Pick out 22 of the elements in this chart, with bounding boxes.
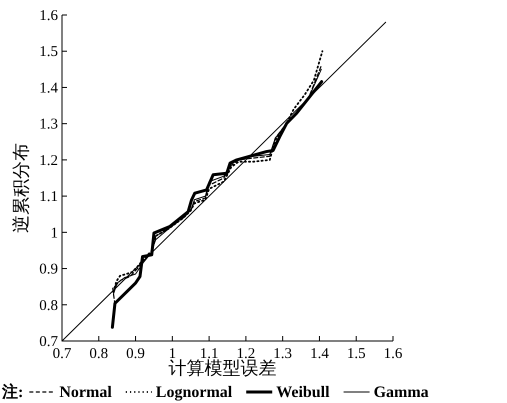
x-tick-label: 0.8 — [89, 346, 108, 362]
y-tick-label: 0.8 — [39, 298, 58, 314]
y-tick-label: 1.6 — [39, 8, 58, 24]
y-tick-label: 1.4 — [39, 80, 58, 96]
legend-title: 注: — [1, 383, 24, 401]
legend-label: Normal — [59, 384, 112, 401]
legend-label: Weibull — [276, 384, 330, 401]
x-tick-label: 1.3 — [273, 346, 292, 362]
x-tick-label: 0.7 — [52, 346, 72, 362]
y-axis-title: 逆累积分布 — [11, 143, 31, 233]
x-tick-label: 1.6 — [384, 346, 403, 362]
legend-label: Lognormal — [156, 384, 233, 401]
y-tick-label: 0.9 — [39, 262, 58, 278]
x-tick-label: 1.4 — [310, 346, 330, 362]
legend-label: Gamma — [374, 384, 429, 401]
y-tick-label: 1.3 — [39, 116, 58, 133]
x-tick-label: 0.9 — [126, 346, 145, 362]
y-tick-label: 1.1 — [39, 189, 58, 206]
y-tick-label: 1 — [50, 225, 58, 242]
y-tick-label: 1.5 — [39, 44, 58, 60]
y-tick-label: 1.2 — [39, 152, 58, 169]
x-tick-label: 1.5 — [346, 346, 366, 362]
